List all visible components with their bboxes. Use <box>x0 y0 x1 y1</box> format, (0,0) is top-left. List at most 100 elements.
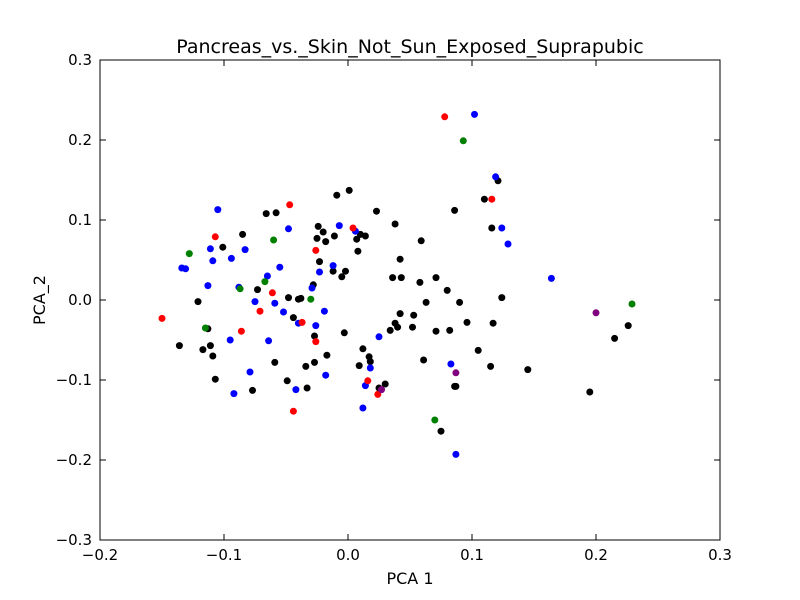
scatter-point-black <box>446 326 454 334</box>
scatter-point-blue <box>308 284 316 292</box>
scatter-point-blue <box>251 298 259 306</box>
scatter-point-red <box>364 377 372 385</box>
scatter-point-black <box>323 351 331 359</box>
scatter-point-black <box>452 382 460 390</box>
scatter-point-red <box>312 246 320 254</box>
scatter-point-black <box>209 352 217 360</box>
scatter-point-blue <box>292 386 300 394</box>
scatter-point-blue <box>312 322 320 330</box>
scatter-point-blue <box>375 333 383 341</box>
scatter-point-black <box>219 243 227 251</box>
y-tick-label: 0.1 <box>68 211 92 229</box>
y-tick-label: 0.2 <box>68 131 92 149</box>
scatter-point-black <box>313 234 321 242</box>
scatter-point-black <box>271 358 279 366</box>
scatter-point-black <box>391 220 399 228</box>
scatter-point-green <box>431 416 439 424</box>
scatter-point-black <box>319 228 327 236</box>
scatter-point-black <box>285 294 292 302</box>
scatter-point-blue <box>209 257 217 265</box>
scatter-point-black <box>175 342 183 350</box>
scatter-point-black <box>410 311 418 319</box>
scatter-point-black <box>297 294 305 302</box>
ticks-layer: −0.2 −0.1 0.0 0.1 0.2 0.3−0.3−0.2−0.10.00.10.… <box>56 51 732 564</box>
scatter-point-black <box>194 298 202 306</box>
scatter-point-blue <box>335 222 343 230</box>
scatter-point-green <box>628 300 636 308</box>
scatter-point-red <box>268 289 276 297</box>
x-tick-label: −0.2 <box>82 546 118 564</box>
scatter-point-black <box>199 346 207 354</box>
x-tick-label: 0.0 <box>336 546 360 564</box>
scatter-point-blue <box>547 274 555 282</box>
scatter-point-blue <box>329 262 337 270</box>
scatter-point-black <box>397 274 405 282</box>
scatter-point-blue <box>471 110 478 118</box>
scatter-point-black <box>361 232 369 240</box>
y-tick-label: −0.1 <box>56 371 92 389</box>
scatter-point-black <box>342 267 349 275</box>
scatter-point-black <box>206 342 214 350</box>
scatter-point-black <box>396 255 404 263</box>
scatter-point-black <box>611 334 619 342</box>
scatter-point-black <box>359 345 367 353</box>
scatter-point-blue <box>265 337 273 345</box>
scatter-point-blue <box>492 173 500 181</box>
scatter-point-black <box>283 377 291 385</box>
scatter-point-black <box>272 209 280 217</box>
scatter-point-blue <box>276 263 284 271</box>
scatter-point-black <box>586 388 594 396</box>
scatter-point-blue <box>214 206 222 214</box>
scatter-point-black <box>488 224 496 232</box>
scatter-point-blue <box>263 272 271 280</box>
scatter-point-purple <box>452 369 460 377</box>
scatter-point-black <box>311 358 318 366</box>
scatter-point-blue <box>316 268 323 276</box>
scatter-point-black <box>249 386 256 394</box>
scatter-point-green <box>307 295 315 303</box>
scatter-point-blue <box>280 308 287 316</box>
scatter-point-red <box>256 307 264 315</box>
scatter-point-black <box>302 362 310 370</box>
scatter-point-black <box>322 238 330 246</box>
x-tick-label: 0.2 <box>584 546 608 564</box>
scatter-point-blue <box>285 225 292 233</box>
scatter-point-black <box>340 329 348 337</box>
scatter-point-black <box>394 323 402 331</box>
scatter-point-red <box>298 318 306 326</box>
scatter-point-black <box>451 206 459 214</box>
scatter-point-red <box>488 195 496 203</box>
scatter-point-blue <box>498 224 506 232</box>
scatter-point-blue <box>452 450 460 458</box>
scatter-point-green <box>459 137 467 145</box>
scatter-point-green <box>270 236 278 244</box>
scatter-point-black <box>409 323 416 331</box>
scatter-point-black <box>329 267 337 275</box>
scatter-point-black <box>303 384 311 392</box>
scatter-point-red <box>349 224 357 232</box>
scatter-point-black <box>353 235 361 243</box>
scatter-point-black <box>498 294 506 302</box>
x-tick-label: 0.3 <box>708 546 732 564</box>
scatter-point-black <box>437 427 445 435</box>
scatter-point-black <box>416 278 424 286</box>
scatter-point-blue <box>447 360 455 368</box>
scatter-point-blue <box>227 254 235 262</box>
scatter-point-black <box>373 207 380 215</box>
scatter-point-blue <box>241 246 249 254</box>
scatter-point-black <box>463 318 471 326</box>
scatter-point-black <box>316 258 323 266</box>
scatter-point-blue <box>226 336 234 344</box>
scatter-point-black <box>211 375 219 383</box>
y-tick-label: 0.3 <box>68 51 92 69</box>
y-tick-label: −0.2 <box>56 451 92 469</box>
scatter-point-green <box>261 278 269 286</box>
scatter-point-black <box>386 326 394 334</box>
scatter-point-blue <box>246 368 254 376</box>
x-tick-label: 0.1 <box>460 546 484 564</box>
scatter-point-black <box>487 362 495 370</box>
scatter-point-red <box>374 390 382 398</box>
scatter-point-black <box>333 191 341 199</box>
